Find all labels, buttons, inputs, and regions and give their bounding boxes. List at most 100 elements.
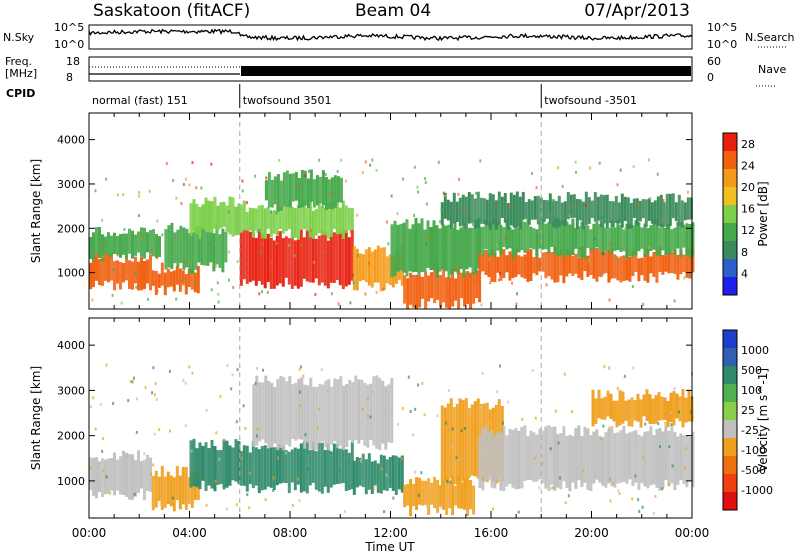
echo-cell (642, 394, 646, 417)
echo-cell (502, 227, 506, 248)
echo-cell (358, 458, 362, 486)
echo-speckle (188, 183, 191, 187)
echo-cell (640, 257, 644, 276)
echo-cell (181, 270, 185, 285)
echo-cell (352, 246, 356, 291)
echo-cell (188, 233, 192, 274)
echo-cell (296, 239, 300, 289)
echo-cell (611, 201, 615, 228)
echo-cell (548, 193, 552, 224)
echo-cell (152, 229, 155, 257)
echo-cell (478, 270, 482, 303)
echo-cell (652, 252, 656, 277)
echo-cell (610, 426, 614, 487)
echo-cell (472, 272, 476, 304)
echo-cell (598, 224, 602, 251)
nave-label: Nave (758, 63, 786, 76)
echo-cell (452, 407, 456, 485)
echo-cell (146, 232, 149, 253)
echo-cell (464, 398, 468, 486)
echo-speckle (333, 397, 336, 401)
freq-tick-low: 8 (66, 71, 73, 84)
echo-cell (556, 434, 560, 488)
echo-cell (637, 434, 641, 490)
echo-cell (544, 426, 548, 489)
echo-cell (664, 228, 668, 256)
echo-cell (467, 192, 471, 224)
echo-speckle (426, 236, 429, 240)
echo-cell (305, 208, 309, 232)
echo-cell (312, 386, 316, 451)
echo-speckle (496, 479, 499, 483)
echo-cell (689, 197, 693, 220)
echo-cell (278, 206, 282, 229)
echo-cell (122, 450, 125, 495)
echo-speckle (155, 397, 158, 401)
echo-cell (445, 277, 449, 308)
nsky-trace (88, 28, 693, 42)
echo-cell (314, 451, 318, 490)
echo-cell (447, 224, 451, 279)
echo-cell (420, 218, 424, 273)
echo-cell (231, 197, 235, 237)
echo-cell (427, 275, 431, 302)
echo-cell (469, 480, 473, 510)
freq-nave-dense-trace (241, 66, 691, 76)
echo-cell (317, 443, 321, 492)
echo-cell (691, 431, 695, 488)
echo-speckle (496, 243, 499, 247)
echo-cell (219, 202, 223, 229)
echo-cell (647, 198, 651, 221)
cpid-segment-label: twofsound 3501 (243, 94, 332, 107)
echo-cell (527, 199, 531, 225)
echo-cell (379, 247, 383, 292)
echo-cell (441, 223, 445, 270)
echo-cell (449, 398, 453, 479)
echo-speckle (392, 496, 395, 500)
echo-cell (284, 206, 288, 232)
echo-cell (586, 428, 590, 490)
echo-speckle (683, 276, 686, 280)
echo-cell (207, 200, 211, 233)
echo-cell (514, 428, 518, 490)
echo-cell (285, 170, 289, 208)
echo-cell (146, 454, 149, 491)
echo-cell (382, 455, 386, 491)
nsky-label: N.Sky (3, 31, 35, 44)
echo-cell (372, 376, 376, 446)
echo-region (403, 475, 476, 517)
echo-cell (442, 480, 446, 510)
echo-cell (318, 383, 322, 444)
echo-speckle (270, 261, 273, 265)
echo-cell (160, 465, 164, 510)
echo-cell (107, 232, 110, 256)
echo-cell (520, 426, 524, 489)
echo-cell (449, 201, 453, 229)
echo-cell (634, 220, 638, 256)
echo-cell (659, 194, 663, 227)
echo-speckle (356, 254, 359, 258)
echo-speckle (297, 477, 299, 481)
echo-cell (189, 440, 193, 488)
echo-cell (198, 206, 202, 239)
echo-speckle (657, 422, 660, 426)
echo-speckle (226, 364, 229, 367)
echo-cell (406, 483, 410, 506)
echo-region (390, 217, 481, 279)
echo-cell (242, 200, 246, 231)
echo-cell (496, 221, 500, 251)
echo-cell (305, 441, 309, 494)
echo-cell (666, 400, 670, 427)
echo-speckle (474, 225, 476, 229)
echo-speckle (105, 475, 108, 479)
echo-speckle (569, 205, 572, 209)
echo-speckle (670, 423, 673, 427)
echo-cell (427, 478, 431, 515)
echo-cell (533, 196, 537, 220)
echo-speckle (471, 429, 474, 433)
echo-speckle (180, 278, 183, 282)
echo-cell (541, 252, 545, 272)
echo-speckle (153, 281, 156, 285)
echo-cell (131, 454, 134, 500)
echo-cell (332, 443, 336, 485)
